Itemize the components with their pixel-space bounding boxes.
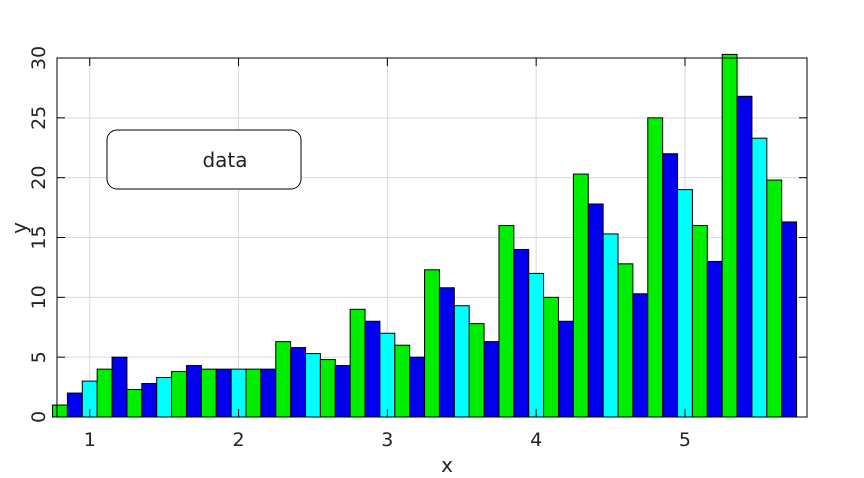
bar	[171, 371, 187, 418]
bar	[468, 323, 485, 418]
bar	[334, 365, 351, 418]
bar	[498, 225, 515, 418]
bar	[766, 179, 783, 418]
bar	[691, 225, 708, 418]
bar	[275, 341, 292, 418]
bar	[662, 153, 679, 418]
y-tick-label: 5	[28, 351, 50, 363]
bar	[185, 365, 202, 418]
bar	[587, 203, 604, 418]
y-tick-label: 20	[28, 166, 50, 190]
x-axis-label: x	[441, 453, 453, 477]
bar	[409, 356, 426, 418]
bar	[632, 293, 649, 418]
bar	[156, 377, 173, 418]
bar	[557, 320, 574, 418]
y-tick-label: 30	[28, 46, 50, 70]
y-tick-label: 0	[28, 411, 50, 423]
bar	[602, 233, 619, 418]
bar	[290, 347, 307, 418]
bar	[706, 260, 723, 418]
bar	[379, 332, 396, 418]
bar	[647, 117, 664, 418]
bar	[96, 368, 113, 418]
bar	[319, 359, 336, 418]
y-tick-label: 15	[28, 225, 50, 249]
bar	[751, 137, 768, 418]
bar	[677, 189, 693, 418]
ticks-layer: 1 2 3 4 5 0 5 10 15 20 25 30	[28, 46, 807, 451]
y-axis-label: y	[7, 222, 31, 234]
x-tick-label: 2	[233, 429, 245, 451]
bar	[721, 53, 738, 418]
bar	[260, 368, 277, 418]
bar	[200, 368, 217, 418]
legend-box	[106, 129, 302, 190]
bar	[364, 320, 381, 418]
bar	[572, 173, 589, 418]
bar	[438, 287, 455, 418]
bar	[453, 305, 470, 418]
x-tick-label: 3	[381, 429, 393, 451]
bar	[617, 263, 634, 418]
bar	[245, 368, 262, 418]
bar	[513, 248, 530, 418]
bar	[781, 221, 798, 418]
bar	[349, 308, 366, 418]
bar	[111, 356, 128, 418]
bar	[483, 341, 500, 418]
bar	[66, 392, 83, 418]
bar	[528, 272, 545, 418]
x-tick-label: 5	[679, 429, 691, 451]
bar	[126, 388, 143, 418]
bar	[543, 296, 559, 418]
bar	[52, 404, 68, 418]
y-tick-label: 10	[28, 285, 50, 309]
x-tick-label: 1	[84, 429, 96, 451]
legend: data	[106, 129, 302, 190]
bar	[394, 344, 411, 418]
bar	[141, 382, 158, 418]
bar	[736, 95, 753, 418]
x-tick-label: 4	[530, 429, 542, 451]
bar	[424, 269, 440, 418]
bar	[215, 368, 232, 418]
bar	[305, 353, 321, 418]
y-tick-label: 25	[28, 106, 50, 130]
legend-entry-data: data	[202, 148, 247, 172]
